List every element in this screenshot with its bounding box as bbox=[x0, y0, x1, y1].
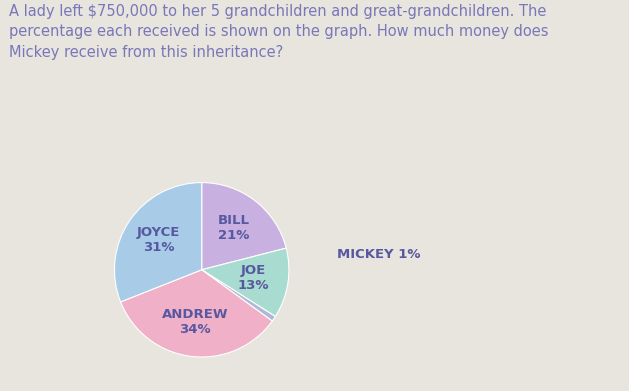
Text: A lady left $750,000 to her 5 grandchildren and great-grandchildren. The
percent: A lady left $750,000 to her 5 grandchild… bbox=[9, 4, 549, 60]
Wedge shape bbox=[202, 270, 276, 321]
Wedge shape bbox=[202, 183, 286, 270]
Wedge shape bbox=[114, 183, 202, 302]
Text: JOE
13%: JOE 13% bbox=[238, 264, 269, 292]
Text: MICKEY 1%: MICKEY 1% bbox=[337, 248, 420, 260]
Text: BILL
21%: BILL 21% bbox=[218, 214, 250, 242]
Wedge shape bbox=[121, 270, 272, 357]
Text: JOYCE
31%: JOYCE 31% bbox=[136, 226, 180, 255]
Text: ANDREW
34%: ANDREW 34% bbox=[162, 308, 228, 336]
Wedge shape bbox=[202, 248, 289, 317]
